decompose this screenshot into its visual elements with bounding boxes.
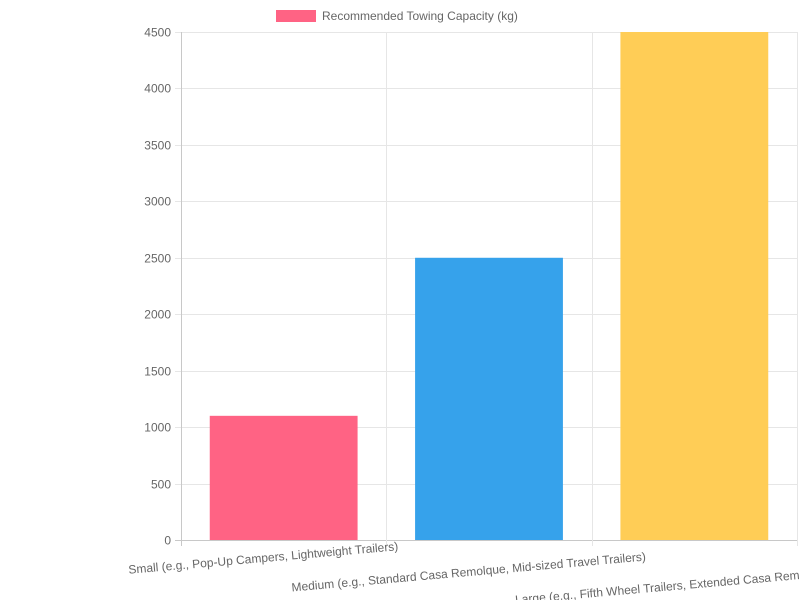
y-tick-label: 2000 <box>144 308 171 322</box>
y-tick-label: 1000 <box>144 421 171 435</box>
bar[interactable] <box>415 257 563 540</box>
y-tick-label: 1500 <box>144 365 171 379</box>
bars <box>209 32 769 540</box>
y-tick-label: 0 <box>164 534 171 548</box>
y-tick-label: 3000 <box>144 195 171 209</box>
legend-label: Recommended Towing Capacity (kg) <box>322 9 518 23</box>
bar[interactable] <box>620 32 769 540</box>
y-tick-label: 4500 <box>144 26 171 40</box>
y-tick-label: 4000 <box>144 82 171 96</box>
y-tick-label: 2500 <box>144 252 171 266</box>
legend[interactable]: Recommended Towing Capacity (kg) <box>276 9 518 23</box>
y-tick-label: 500 <box>151 478 171 492</box>
y-tick-label: 3500 <box>144 139 171 153</box>
legend-swatch <box>276 10 316 22</box>
bar[interactable] <box>209 415 358 540</box>
